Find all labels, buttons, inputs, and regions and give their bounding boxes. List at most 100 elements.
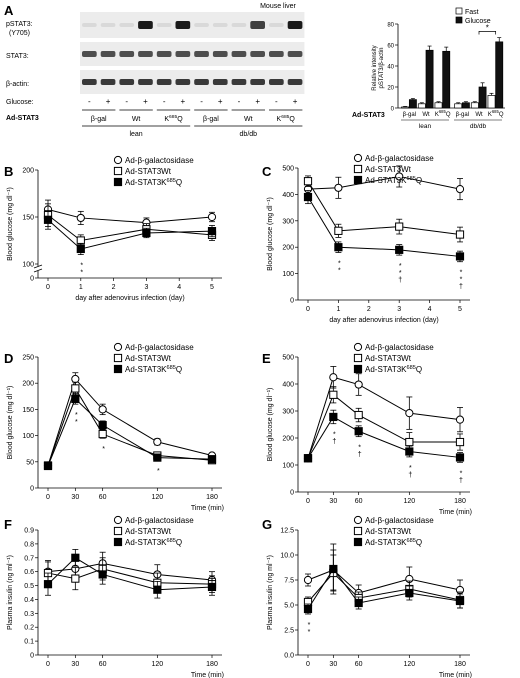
marker-square-filled	[395, 245, 404, 254]
blot-label-actin: β-actin:	[6, 81, 29, 88]
blot-stat3-band	[138, 51, 153, 57]
marker-circle	[455, 185, 465, 194]
legend-marker-1	[113, 353, 123, 363]
y-tick-label: 250	[22, 355, 34, 362]
significance-mark: *	[358, 445, 361, 452]
glucose-sign: +	[106, 97, 111, 106]
legend-label-1: Ad-STAT3Wt	[125, 527, 172, 536]
bar-sig-bracket	[478, 31, 497, 35]
significance-mark: †	[408, 472, 412, 479]
blot-stat3-band	[250, 51, 265, 57]
marker-circle	[455, 415, 465, 424]
y-tick-label: 300	[282, 218, 294, 225]
x-tick-label: 0	[306, 306, 310, 313]
y-tick-label: 500	[282, 166, 294, 173]
bar-category-3: β-gal	[456, 112, 469, 118]
x-axis-label: Time (min)	[191, 672, 224, 678]
x-tick-label: 4	[428, 306, 432, 313]
legend-marker-1	[353, 164, 363, 174]
marker-square-filled	[207, 582, 217, 592]
series-line-1	[307, 393, 460, 459]
bar-glucose-0	[408, 99, 417, 109]
significance-mark: *	[75, 419, 78, 426]
blot-stat3-bg	[80, 42, 305, 66]
bar-fast-3	[454, 103, 463, 109]
blot-actin-band	[82, 79, 97, 85]
x-tick-label: 60	[355, 661, 363, 668]
marker-square-open	[455, 230, 465, 239]
glucose-sign: -	[238, 97, 241, 106]
y-tick-label: 500	[282, 355, 294, 362]
legend-label-0: Ad-β-galactosidase	[125, 516, 194, 525]
glucose-sign: +	[181, 97, 186, 106]
glucose-sign: +	[255, 97, 260, 106]
marker-square-open	[303, 177, 313, 186]
y-tick-label: 0	[290, 490, 294, 497]
blot-stat3-band	[119, 51, 135, 57]
glucose-sign: -	[125, 97, 128, 106]
legend-label-2: Ad-STAT3K685Q	[125, 538, 182, 547]
group-label-1: db/db	[240, 131, 258, 138]
bar-category-2: K685Q	[435, 109, 451, 118]
bar-category-0: β-gal	[403, 112, 416, 118]
blot-pstat3-band	[82, 23, 97, 27]
construct-0: β-gal	[91, 116, 107, 123]
y-tick-label: 2.5	[284, 628, 294, 635]
blot-actin-band	[231, 79, 247, 85]
x-tick-label: 60	[355, 498, 363, 505]
x-tick-label: 60	[99, 494, 107, 501]
x-tick-label: 180	[206, 494, 218, 501]
x-tick-label: 180	[454, 498, 466, 505]
series-line-1	[307, 180, 461, 236]
blot-label-y705: (Y705)	[9, 30, 30, 37]
y-tick-label: 100	[22, 262, 34, 269]
blot-actin-band	[100, 79, 116, 85]
marker-square-filled	[455, 453, 465, 462]
marker-circle	[354, 380, 363, 389]
x-axis-label: Time (min)	[439, 509, 472, 516]
blot-actin-band	[250, 79, 265, 85]
y-tick-label: 200	[22, 381, 34, 388]
x-tick-label: 0	[306, 661, 310, 668]
panel-letter-e: E	[262, 351, 271, 366]
x-tick-label: 180	[206, 661, 218, 668]
bar-glucose-1	[425, 49, 434, 109]
blot-stat3-band	[156, 51, 172, 57]
y-tick-label: 12.5	[280, 528, 294, 535]
blot-actin-band	[194, 79, 209, 85]
bar-legend-label-1: Glucose	[465, 18, 491, 25]
bar-category-1: Wt	[422, 112, 430, 118]
significance-mark: *	[102, 446, 105, 453]
legend-marker-0	[353, 342, 363, 352]
blot-actin-band	[212, 79, 228, 85]
x-tick-label: 3	[144, 284, 148, 291]
x-tick-label: 120	[151, 661, 163, 668]
bar-legend-label-0: Fast	[465, 9, 479, 16]
bar-category-5: K685Q	[488, 109, 504, 118]
bar-glucose-4	[478, 86, 487, 109]
legend-label-1: Ad-STAT3Wt	[125, 354, 172, 363]
blot-actin-band	[287, 79, 303, 85]
glucose-sign: -	[275, 97, 278, 106]
bar-fast-2	[434, 102, 443, 109]
legend-label-0: Ad-β-galactosidase	[365, 343, 434, 352]
bar-y-tick-label: 80	[387, 23, 394, 29]
blot-pstat3-band	[194, 23, 209, 27]
y-tick-label: 200	[282, 436, 294, 443]
bar-fast-4	[470, 102, 479, 109]
y-tick-label: 150	[22, 407, 34, 414]
x-tick-label: 4	[177, 284, 181, 291]
marker-square-filled	[43, 580, 53, 589]
marker-circle	[98, 405, 107, 414]
legend-marker-1	[353, 353, 363, 363]
marker-square-filled	[405, 447, 414, 456]
bar-category-4: Wt	[475, 112, 483, 118]
y-tick-label: 0.9	[24, 528, 34, 535]
x-tick-label: 30	[329, 498, 337, 505]
x-tick-label: 60	[99, 661, 107, 668]
y-tick-label: 0.0	[284, 653, 294, 660]
marker-square-filled	[354, 598, 363, 608]
legend-marker-2	[113, 364, 123, 374]
marker-square-open	[98, 429, 107, 439]
marker-circle	[405, 409, 414, 418]
